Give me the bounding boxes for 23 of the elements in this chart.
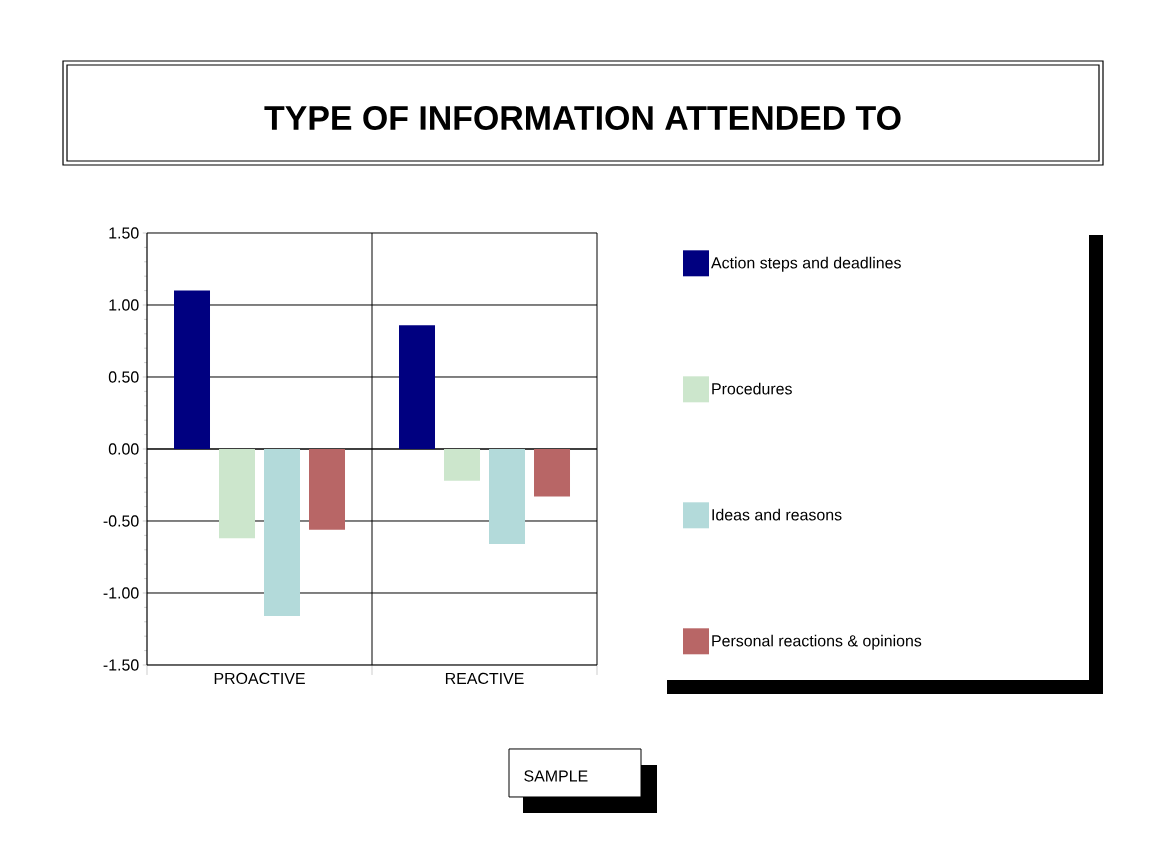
y-tick-label: 1.00 (109, 299, 139, 311)
bar (399, 325, 436, 449)
legend-label: Procedures (712, 382, 792, 395)
x-tick-label: PROACTIVE (214, 672, 305, 685)
y-tick-label: 0.00 (108, 443, 139, 455)
y-tick-label: 0.50 (108, 371, 139, 383)
legend-label: Action steps and deadlines (711, 256, 901, 272)
bar (219, 448, 256, 539)
y-tick-label: 1.50 (109, 227, 139, 239)
y-tick-label: -0.50 (103, 515, 139, 527)
text: SAMPLE (524, 770, 588, 782)
bar (444, 448, 481, 481)
legend-label: Ideas and reasons (712, 508, 842, 521)
chart-title: TYPE OF INFORMATION ATTENDED TO (264, 105, 901, 130)
bar (309, 448, 346, 530)
y-tick-label: -1.00 (103, 587, 139, 599)
y-tick-label: -1.50 (103, 659, 139, 671)
bar (534, 448, 571, 497)
bar (174, 290, 211, 449)
legend-label: Personal reactions & opinions (712, 634, 922, 650)
bar (489, 448, 526, 545)
x-tick-label: REACTIVE (445, 672, 524, 685)
bar (264, 448, 301, 617)
